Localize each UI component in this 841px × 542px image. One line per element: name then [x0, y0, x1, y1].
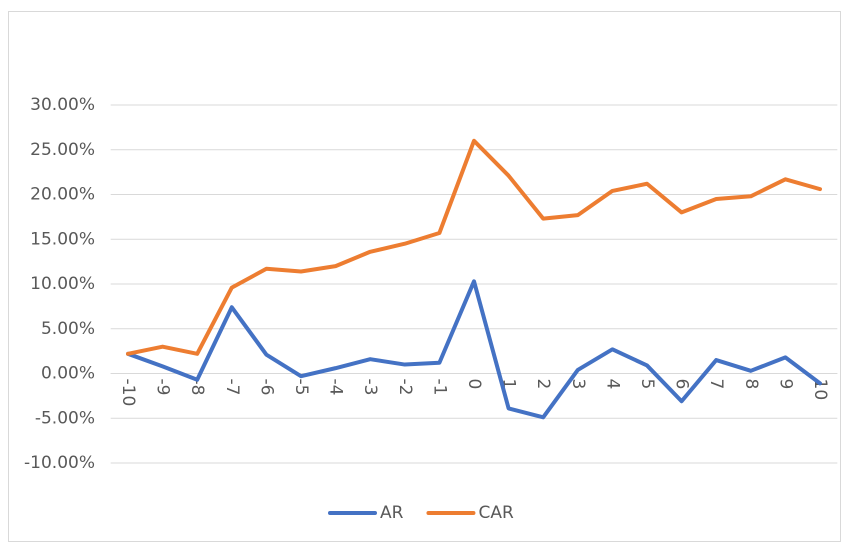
x-tick-label: 7: [706, 379, 726, 390]
x-tick-label: 0: [464, 379, 484, 390]
x-tick-label: -2: [395, 379, 415, 396]
x-tick-label: 10: [810, 379, 830, 401]
chart-border: [8, 11, 841, 542]
x-tick-label: 1: [499, 379, 519, 390]
legend-label: AR: [380, 503, 404, 523]
y-tick-label: 20.00%: [30, 185, 95, 205]
x-tick-label: 3: [568, 379, 588, 390]
x-tick-label: 2: [533, 379, 553, 390]
y-tick-label: -10.00%: [24, 453, 95, 473]
x-tick-label: -10: [118, 379, 138, 407]
x-tick-label: -5: [291, 379, 311, 396]
x-tick-label: -3: [360, 379, 380, 396]
y-tick-label: -5.00%: [35, 408, 95, 428]
x-tick-label: 8: [741, 379, 761, 390]
x-tick-label: -7: [222, 379, 242, 396]
y-tick-label: 10.00%: [30, 274, 95, 294]
x-tick-label: -6: [256, 379, 276, 396]
x-tick-label: 6: [672, 379, 692, 390]
legend-label: CAR: [478, 503, 513, 523]
x-tick-label: 5: [637, 379, 657, 390]
y-tick-label: 30.00%: [30, 95, 95, 115]
line-series: [126, 279, 822, 420]
y-tick-label: 25.00%: [30, 140, 95, 160]
x-tick-label: 9: [775, 379, 795, 390]
line-series: [126, 138, 822, 356]
x-tick-label: -1: [429, 379, 449, 396]
x-tick-label: -4: [326, 379, 346, 396]
x-tick-label: -9: [153, 379, 173, 396]
y-tick-label: 15.00%: [30, 229, 95, 249]
y-tick-label: 0.00%: [41, 364, 95, 384]
y-tick-label: 5.00%: [41, 319, 95, 339]
x-tick-label: -8: [187, 379, 207, 396]
x-tick-label: 4: [602, 379, 622, 390]
